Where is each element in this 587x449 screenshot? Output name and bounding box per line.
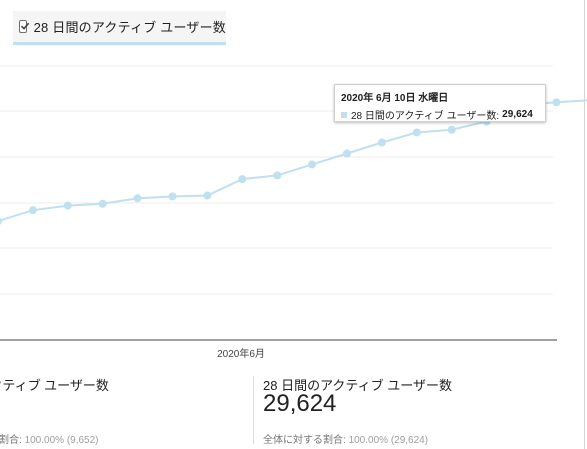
data-point[interactable] — [273, 171, 282, 180]
tooltip-series-label: 28 日間のアクティブ ユーザー数: — [351, 111, 500, 122]
chart-tooltip: 2020年 6月 10日 水曜日 28 日間のアクティブ ユーザー数: 29,6… — [334, 84, 546, 122]
data-point[interactable] — [552, 98, 561, 107]
data-point[interactable] — [308, 160, 317, 169]
metric-label: 28 日間のアクティブ ユーザー数 — [33, 20, 226, 35]
checkbox-checked-icon[interactable] — [19, 20, 30, 33]
summary-divider — [253, 376, 254, 444]
data-point[interactable] — [203, 191, 212, 200]
data-point[interactable] — [168, 192, 177, 201]
data-point[interactable] — [28, 206, 37, 215]
summary-label: 28 日間のアクティブ ユーザー数 — [263, 378, 452, 393]
data-point[interactable] — [238, 175, 247, 184]
data-point[interactable] — [0, 217, 2, 225]
data-point[interactable] — [133, 194, 142, 203]
summary-card-active-users[interactable]: アクティブ ユーザー数 る割合: 100.00% (9,652) — [0, 375, 250, 449]
summary-subtext: 全体に対する割合: 100.00% (29,624) — [263, 435, 429, 446]
data-point[interactable] — [63, 201, 72, 210]
tooltip-date: 2020年 6月 10日 水曜日 — [341, 93, 449, 104]
data-point[interactable] — [98, 199, 107, 208]
summary-subtext: る割合: 100.00% (9,652) — [0, 435, 99, 446]
x-axis-tick-label: 2020年6月 — [217, 349, 265, 360]
legend-swatch-icon — [341, 111, 347, 118]
panel-right-border — [584, 0, 585, 449]
summary-label: アクティブ ユーザー数 — [0, 378, 109, 393]
data-point[interactable] — [343, 149, 351, 158]
tooltip-value: 29,624 — [502, 109, 533, 120]
data-point[interactable] — [447, 125, 456, 134]
data-point[interactable] — [377, 138, 386, 147]
summary-card-28day-active-users[interactable]: 28 日間のアクティブ ユーザー数 29,624 全体に対する割合: 100.0… — [263, 375, 583, 449]
metric-selector-chip[interactable]: 28 日間のアクティブ ユーザー数 — [13, 11, 226, 45]
summary-value: 29,624 — [263, 390, 337, 417]
data-point[interactable] — [412, 128, 421, 137]
